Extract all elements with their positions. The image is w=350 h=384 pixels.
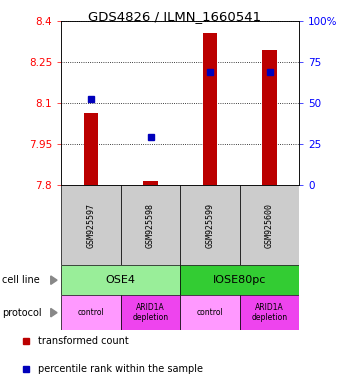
Text: GSM925597: GSM925597 <box>86 203 96 248</box>
Text: GSM925599: GSM925599 <box>205 203 215 248</box>
Text: control: control <box>78 308 104 317</box>
Text: protocol: protocol <box>2 308 41 318</box>
Bar <box>84 113 98 185</box>
Text: cell line: cell line <box>2 275 40 285</box>
Bar <box>180 295 240 330</box>
Bar <box>240 295 299 330</box>
Text: GSM925598: GSM925598 <box>146 203 155 248</box>
Text: GSM925600: GSM925600 <box>265 203 274 248</box>
Bar <box>61 185 121 265</box>
Text: ARID1A
depletion: ARID1A depletion <box>251 303 288 322</box>
Text: ARID1A
depletion: ARID1A depletion <box>132 303 169 322</box>
Bar <box>262 50 277 185</box>
Text: control: control <box>197 308 223 317</box>
Bar <box>180 185 240 265</box>
Bar <box>180 265 299 295</box>
Bar <box>61 295 121 330</box>
Text: transformed count: transformed count <box>38 336 129 346</box>
Bar <box>121 185 180 265</box>
Text: percentile rank within the sample: percentile rank within the sample <box>38 364 203 374</box>
Text: GDS4826 / ILMN_1660541: GDS4826 / ILMN_1660541 <box>89 10 261 23</box>
Text: IOSE80pc: IOSE80pc <box>213 275 266 285</box>
Bar <box>121 295 180 330</box>
Text: OSE4: OSE4 <box>106 275 136 285</box>
Bar <box>240 185 299 265</box>
Bar <box>143 181 158 185</box>
Bar <box>203 33 217 185</box>
Bar <box>61 265 180 295</box>
